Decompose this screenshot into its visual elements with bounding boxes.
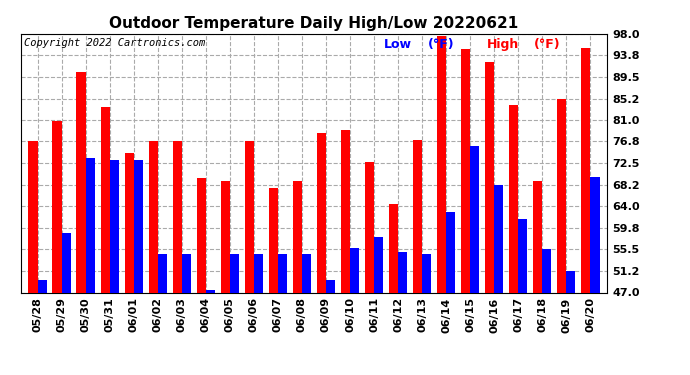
Bar	[158, 255, 167, 292]
Bar	[77, 72, 86, 292]
Bar	[110, 160, 119, 292]
Bar	[374, 237, 383, 292]
Bar	[533, 182, 542, 292]
Bar	[389, 204, 398, 292]
Bar	[422, 255, 431, 292]
Text: High: High	[487, 38, 519, 51]
Bar	[278, 255, 287, 292]
Text: (°F): (°F)	[534, 38, 560, 51]
Bar	[181, 255, 191, 292]
Text: (°F): (°F)	[428, 38, 455, 51]
Bar	[134, 160, 143, 292]
Bar	[206, 290, 215, 292]
Bar	[326, 280, 335, 292]
Bar	[446, 212, 455, 292]
Bar	[293, 181, 302, 292]
Bar	[28, 141, 37, 292]
Bar	[172, 141, 181, 292]
Bar	[148, 141, 158, 292]
Bar	[124, 153, 134, 292]
Text: Low: Low	[384, 38, 413, 51]
Bar	[350, 248, 359, 292]
Bar	[591, 177, 600, 292]
Bar	[230, 255, 239, 292]
Bar	[61, 232, 70, 292]
Bar	[254, 255, 263, 292]
Bar	[398, 252, 407, 292]
Bar	[518, 219, 527, 292]
Bar	[581, 48, 591, 292]
Bar	[86, 158, 95, 292]
Bar	[221, 181, 230, 292]
Title: Outdoor Temperature Daily High/Low 20220621: Outdoor Temperature Daily High/Low 20220…	[109, 16, 519, 31]
Bar	[101, 107, 110, 292]
Bar	[52, 120, 61, 292]
Bar	[566, 271, 575, 292]
Bar	[485, 62, 494, 292]
Bar	[269, 189, 278, 292]
Bar	[302, 255, 311, 292]
Bar	[509, 105, 518, 292]
Bar	[197, 178, 206, 292]
Bar	[365, 162, 374, 292]
Text: Copyright 2022 Cartronics.com: Copyright 2022 Cartronics.com	[23, 38, 205, 48]
Bar	[470, 146, 480, 292]
Bar	[413, 140, 422, 292]
Bar	[461, 49, 470, 292]
Bar	[245, 141, 254, 292]
Bar	[341, 130, 350, 292]
Bar	[317, 133, 326, 292]
Bar	[437, 36, 446, 292]
Bar	[494, 185, 504, 292]
Bar	[37, 280, 47, 292]
Bar	[542, 249, 551, 292]
Bar	[558, 99, 566, 292]
